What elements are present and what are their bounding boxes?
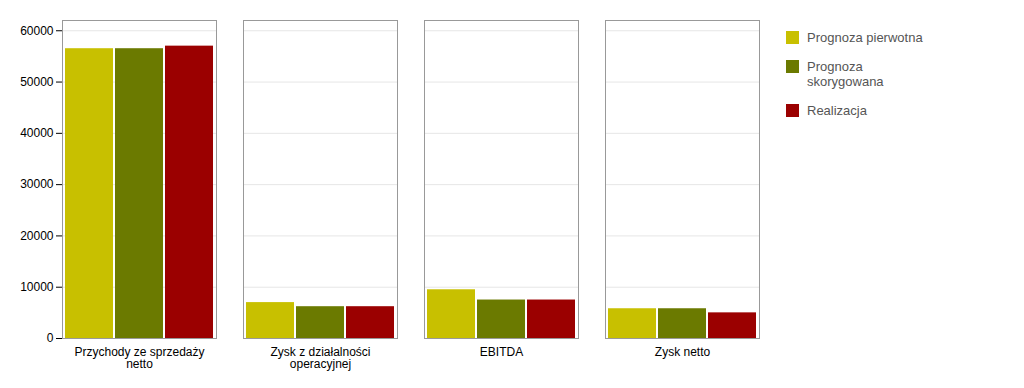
svg-text:50000: 50000 [20, 75, 54, 89]
svg-text:Przychody ze sprzedażynetto: Przychody ze sprzedażynetto [74, 345, 204, 371]
html-text:Prognoza pierwotna: Prognoza pierwotna [807, 30, 923, 45]
svg-text:30000: 30000 [20, 177, 54, 191]
svg-text:0: 0 [47, 331, 54, 345]
svg-text:Zysk z działalnościoperacyjnej: Zysk z działalnościoperacyjnej [270, 345, 370, 371]
svg-text:Zysk netto: Zysk netto [655, 345, 711, 359]
svg-text:20000: 20000 [20, 229, 54, 243]
svg-text:10000: 10000 [20, 280, 54, 294]
svg-text:EBITDA: EBITDA [480, 345, 523, 359]
svg-text:60000: 60000 [20, 24, 54, 38]
svg-text:40000: 40000 [20, 126, 54, 140]
html-text:Prognoza skorygowana: Prognoza skorygowana [807, 59, 884, 89]
html-text:Realizacja: Realizacja [807, 103, 867, 118]
